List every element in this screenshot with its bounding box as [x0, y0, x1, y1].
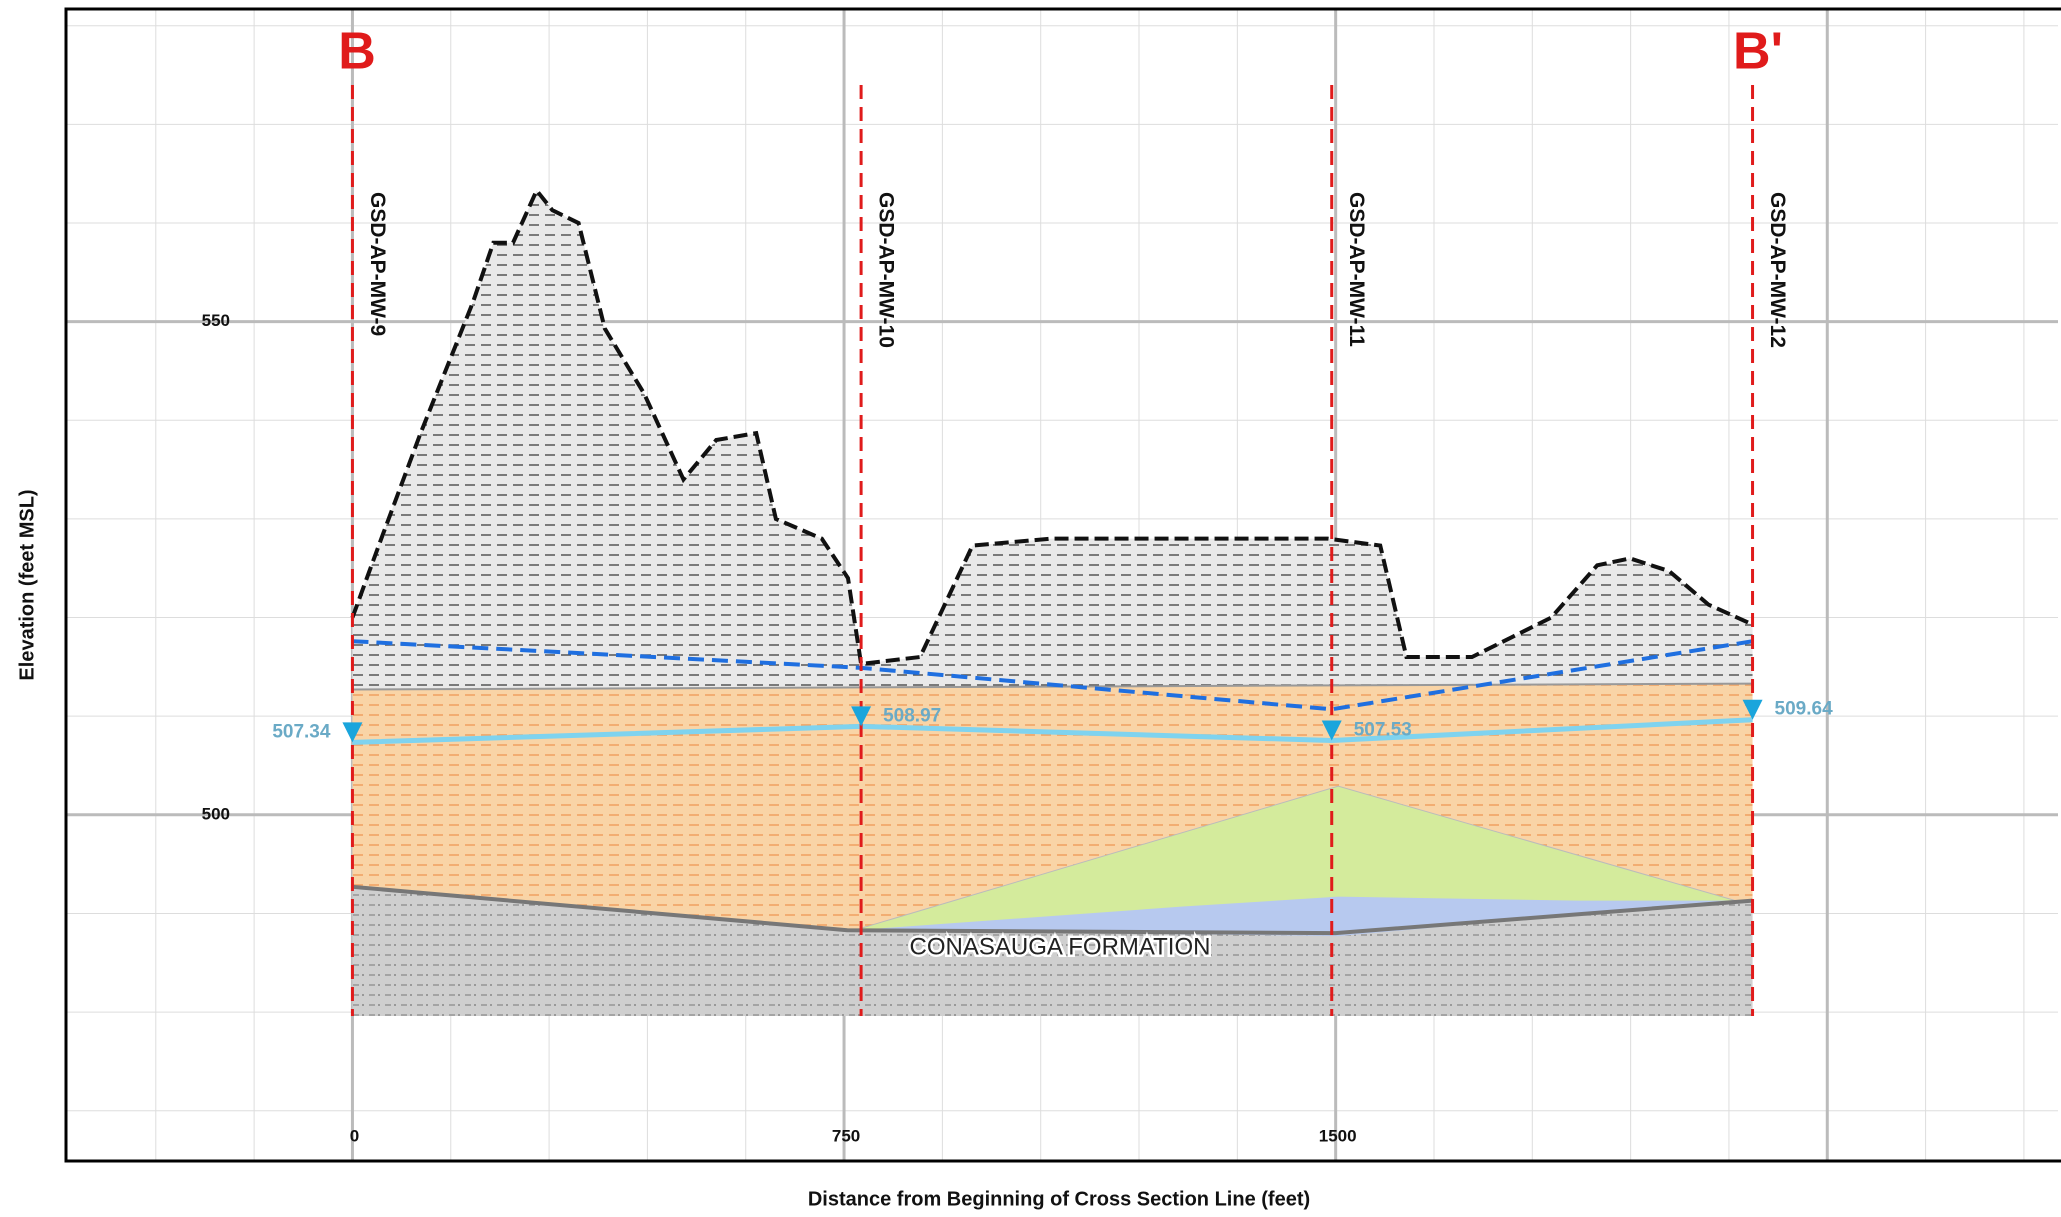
water-level-label: 509.64 — [1775, 699, 1834, 720]
formation-label: CONASAUGA FORMATION — [910, 933, 1211, 960]
x-axis-label: Distance from Beginning of Cross Section… — [808, 1188, 1310, 1210]
water-level-label: 507.34 — [272, 721, 331, 742]
well-label: GSD-AP-MW-9 — [366, 192, 389, 336]
well-label: GSD-AP-MW-10 — [875, 192, 898, 348]
well-label: GSD-AP-MW-11 — [1345, 192, 1368, 347]
section-label: B — [338, 23, 376, 81]
well-label: GSD-AP-MW-12 — [1766, 192, 1789, 348]
water-level-label: 508.97 — [883, 705, 941, 726]
y-tick-label: 500 — [202, 804, 230, 823]
y-axis-label: Elevation (feet MSL) — [16, 489, 38, 680]
water-level-label: 507.53 — [1354, 720, 1412, 741]
y-tick-label: 550 — [202, 311, 230, 330]
chart: 500 550 0 750 1500 GSD-AP-MW-9 507.34 GSD-AP-MW… — [0, 0, 2061, 1217]
x-tick-label: 1500 — [1319, 1126, 1357, 1145]
x-tick-label: 0 — [350, 1126, 359, 1145]
x-tick-label: 750 — [832, 1126, 860, 1145]
section-label: B' — [1733, 23, 1783, 81]
